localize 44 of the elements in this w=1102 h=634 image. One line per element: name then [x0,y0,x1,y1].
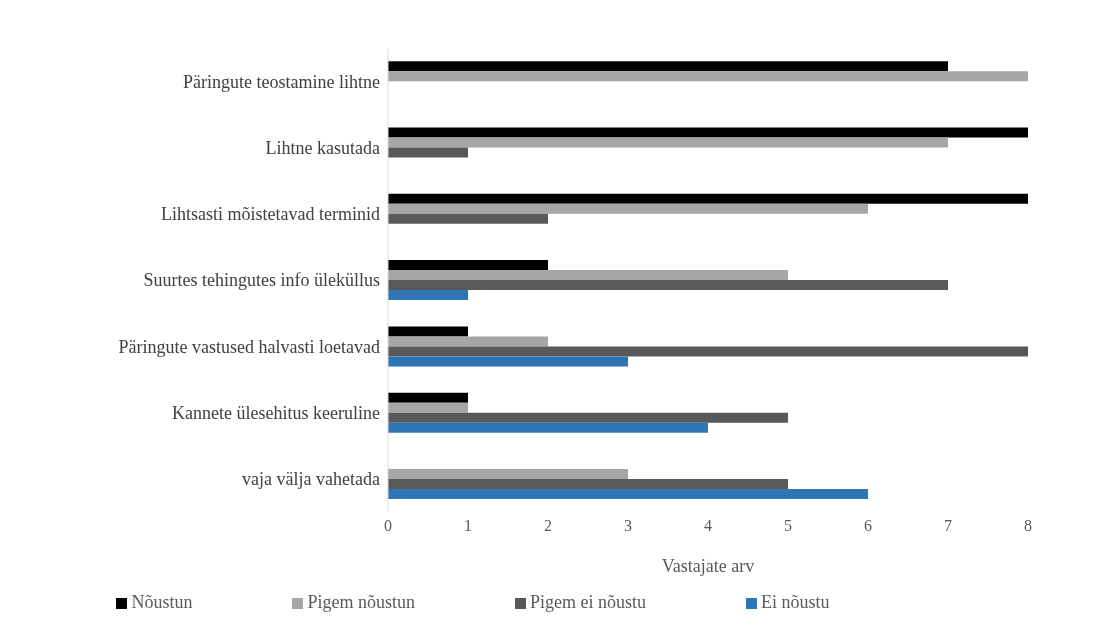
legend-label: Pigem ei nõustu [530,592,646,612]
bar [388,270,788,281]
x-tick-label: 8 [1024,517,1032,535]
bar [388,71,1028,82]
bar [388,260,548,271]
bar [388,346,1028,357]
bar [388,326,468,337]
bar [388,127,1028,138]
bar [388,356,628,367]
bar [388,193,1028,204]
bar [388,422,708,433]
y-tick-label: vaja välja vahetada [242,469,381,490]
x-tick-label: 7 [944,517,952,535]
y-tick-label: Kannete ülesehitus keeruline [172,402,380,423]
bar [388,488,868,499]
bar [388,213,548,224]
legend-label: Nõustun [131,592,193,612]
bar [388,203,868,214]
y-tick-label: Päringute teostamine lihtne [183,71,380,92]
bar [388,392,468,403]
x-tick-label: 2 [544,517,552,535]
x-tick-label: 4 [704,517,712,535]
bar [388,478,788,489]
y-tick-label: Lihtne kasutada [265,137,380,158]
bar [388,290,468,301]
bar [388,336,548,347]
bar [388,61,948,72]
x-tick-label: 6 [864,517,872,535]
y-tick-label: Lihtsasti mõistetavad terminid [161,204,380,225]
y-tick-label: Päringute vastused halvasti loetavad [118,336,380,357]
x-axis-title: Vastajate arv [661,556,755,576]
x-tick-label: 3 [624,517,632,535]
bar [388,468,628,479]
bar [388,412,788,423]
x-tick-label: 0 [384,517,392,535]
y-tick-label: Suurtes tehingutes info üleküllus [143,270,380,291]
bar [388,137,948,148]
x-tick-label: 5 [784,517,792,535]
x-tick-label: 1 [464,517,472,535]
bar [388,402,468,413]
legend-label: Pigem nõustun [307,592,415,612]
legend-label: Ei nõustu [761,592,830,612]
bar [388,147,468,158]
bar [388,280,948,291]
